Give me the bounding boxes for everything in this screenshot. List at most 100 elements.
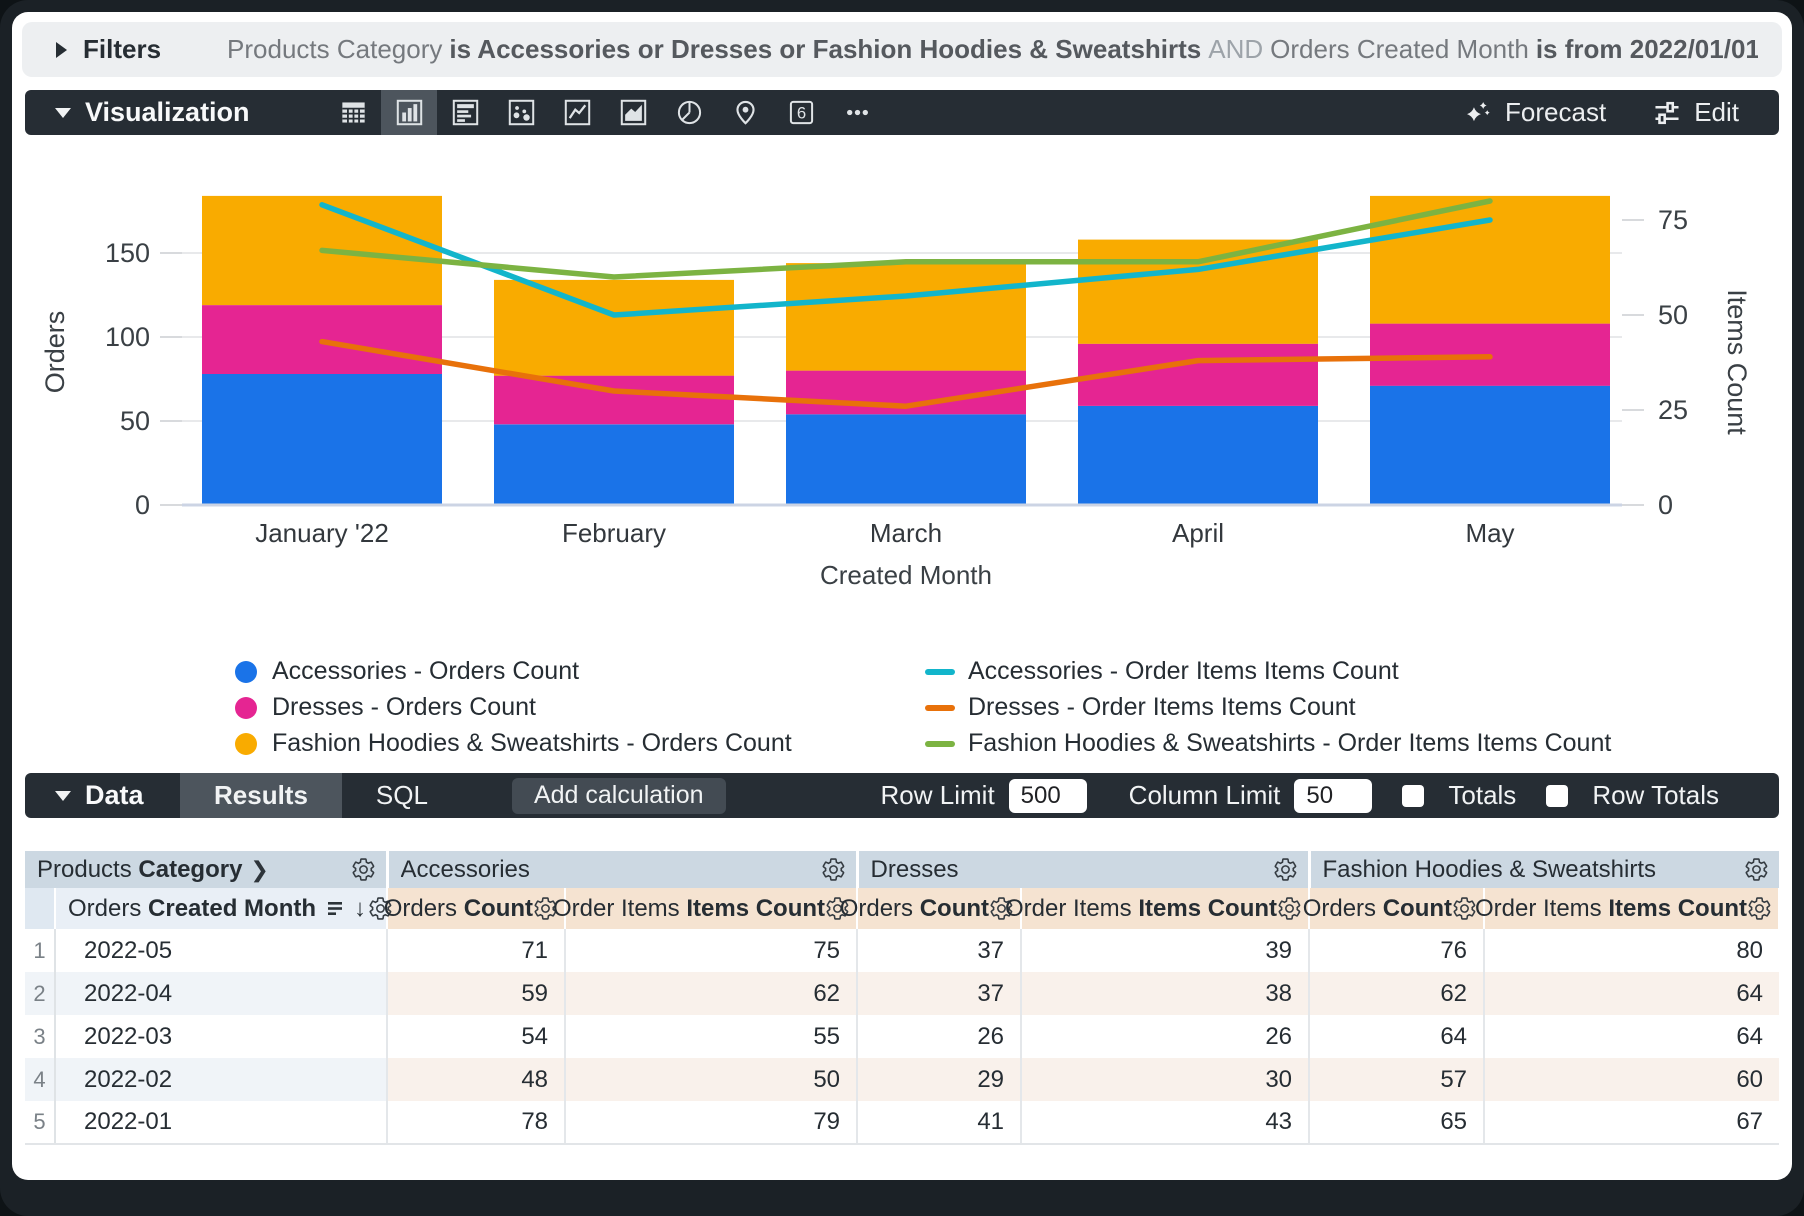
bar-segment[interactable] bbox=[1078, 405, 1318, 505]
cell-value[interactable]: 55 bbox=[565, 1015, 859, 1058]
cell-value[interactable]: 29 bbox=[857, 1058, 1023, 1101]
bar-segment[interactable] bbox=[494, 424, 734, 505]
cell-month[interactable]: 2022-05 bbox=[55, 929, 389, 972]
cell-value[interactable]: 65 bbox=[1309, 1101, 1486, 1145]
viz-slot-bar-chart-icon[interactable] bbox=[437, 90, 493, 135]
cell-value[interactable]: 39 bbox=[1021, 929, 1311, 972]
cell-month[interactable]: 2022-03 bbox=[55, 1015, 389, 1058]
stacked-bars[interactable] bbox=[202, 195, 1610, 505]
gear-icon[interactable] bbox=[825, 896, 850, 921]
column-header-measure[interactable]: Orders Count bbox=[840, 888, 1023, 929]
gear-icon[interactable] bbox=[1277, 896, 1302, 921]
group-header[interactable]: Fashion Hoodies & Sweatshirts bbox=[1309, 851, 1780, 888]
sort-desc-icon[interactable]: ↓ bbox=[354, 894, 367, 922]
viz-slot-pie-chart-icon[interactable] bbox=[661, 90, 717, 135]
line-series[interactable] bbox=[319, 338, 1493, 409]
group-header[interactable]: Dresses bbox=[857, 851, 1311, 888]
cell-value[interactable]: 59 bbox=[387, 972, 567, 1015]
row-limit-input[interactable] bbox=[1008, 778, 1087, 813]
bar-segment[interactable] bbox=[494, 279, 734, 376]
forecast-button[interactable]: Forecast bbox=[1463, 97, 1606, 128]
cell-value[interactable]: 62 bbox=[1309, 972, 1486, 1015]
row-totals-checkbox[interactable] bbox=[1546, 784, 1569, 807]
cell-value[interactable]: 26 bbox=[1021, 1015, 1311, 1058]
cell-month[interactable]: 2022-04 bbox=[55, 972, 389, 1015]
viz-slot-line-chart-icon[interactable] bbox=[549, 90, 605, 135]
cell-value[interactable]: 80 bbox=[1736, 936, 1764, 964]
viz-slot-column-chart-icon[interactable] bbox=[381, 90, 437, 135]
cell-month[interactable]: 2022-01 bbox=[55, 1101, 389, 1145]
cell-value[interactable]: 76 bbox=[1309, 929, 1486, 972]
cell-value[interactable]: 26 bbox=[857, 1015, 1023, 1058]
cell-value[interactable]: 57 bbox=[1309, 1058, 1486, 1101]
cell-value[interactable]: 43 bbox=[1021, 1101, 1311, 1145]
viz-slot-map-icon[interactable] bbox=[717, 90, 773, 135]
tab-sql[interactable]: SQL bbox=[375, 780, 428, 810]
cell-value[interactable]: 64 bbox=[1736, 1022, 1764, 1050]
legend-item[interactable]: Dresses - Orders Count bbox=[235, 691, 925, 724]
bar-segment[interactable] bbox=[786, 414, 1026, 505]
data-collapse[interactable]: Data bbox=[25, 780, 180, 811]
cell-value[interactable]: 48 bbox=[387, 1058, 567, 1101]
legend-item[interactable]: Accessories - Orders Count bbox=[235, 655, 925, 688]
bar-segment[interactable] bbox=[786, 263, 1026, 371]
cell-value[interactable]: 71 bbox=[387, 929, 567, 972]
cell-value[interactable]: 79 bbox=[565, 1101, 859, 1145]
cell-value[interactable]: 41 bbox=[857, 1101, 1023, 1145]
cell-value[interactable]: 37 bbox=[857, 972, 1023, 1015]
visualization-collapse[interactable]: Visualization bbox=[25, 97, 325, 128]
chart-canvas[interactable]: 0 50 100 150 0 25 50 75 Orders Items Count January… bbox=[12, 140, 1792, 640]
tab-results[interactable]: Results bbox=[180, 773, 342, 818]
cell-value[interactable]: 30 bbox=[1021, 1058, 1311, 1101]
gear-icon[interactable] bbox=[351, 857, 376, 882]
cell-value[interactable]: 38 bbox=[1021, 972, 1311, 1015]
line-series[interactable] bbox=[319, 198, 1493, 280]
gear-icon[interactable] bbox=[1744, 857, 1769, 882]
legend-item[interactable]: Dresses - Order Items Items Count bbox=[925, 691, 1611, 724]
cell-value[interactable]: 50 bbox=[565, 1058, 859, 1101]
viz-slot-single-value-icon[interactable]: 6 bbox=[773, 90, 829, 135]
chevron-down-icon[interactable] bbox=[55, 107, 71, 118]
combo-chart[interactable]: 0 50 100 150 0 25 50 75 Orders Items Count January… bbox=[12, 140, 1792, 645]
gear-icon[interactable] bbox=[1273, 857, 1298, 882]
bar-segment[interactable] bbox=[1370, 385, 1610, 505]
cell-value[interactable]: 37 bbox=[857, 929, 1023, 972]
cell-value[interactable]: 67 bbox=[1484, 1101, 1780, 1145]
viz-slot-area-chart-icon[interactable] bbox=[605, 90, 661, 135]
viz-slot-scatter-icon[interactable] bbox=[493, 90, 549, 135]
line-series[interactable] bbox=[319, 202, 1493, 318]
gear-icon[interactable] bbox=[533, 896, 558, 921]
column-header-measure[interactable]: Orders Count bbox=[384, 888, 567, 929]
cell-value[interactable]: 60 bbox=[1484, 1058, 1780, 1101]
bar-segment[interactable] bbox=[494, 375, 734, 425]
legend-item[interactable]: Fashion Hoodies & Sweatshirts - Order It… bbox=[925, 727, 1611, 760]
group-products-category[interactable]: Products Category ❯ bbox=[25, 851, 389, 888]
edit-button[interactable]: Edit bbox=[1652, 97, 1739, 128]
filters-expand-icon[interactable] bbox=[56, 41, 67, 58]
gear-icon[interactable] bbox=[821, 857, 846, 882]
cell-value[interactable]: 54 bbox=[387, 1015, 567, 1058]
viz-slot-more-icon[interactable] bbox=[829, 90, 885, 135]
cell-month[interactable]: 2022-02 bbox=[55, 1058, 389, 1101]
legend-item[interactable]: Accessories - Order Items Items Count bbox=[925, 655, 1611, 688]
cell-value[interactable]: 78 bbox=[387, 1101, 567, 1145]
gear-icon[interactable] bbox=[989, 896, 1014, 921]
cell-value[interactable]: 75 bbox=[565, 929, 859, 972]
subtotal-sort-icon[interactable] bbox=[326, 901, 346, 917]
column-header-measure[interactable]: Orders Count bbox=[1303, 888, 1486, 929]
gear-icon[interactable] bbox=[1452, 896, 1477, 921]
totals-checkbox[interactable] bbox=[1402, 784, 1425, 807]
filters-bar[interactable]: Filters Products Category is Accessories … bbox=[22, 22, 1782, 77]
bar-segment[interactable] bbox=[1370, 195, 1610, 324]
cell-value[interactable]: 62 bbox=[565, 972, 859, 1015]
add-calculation-button[interactable]: Add calculation bbox=[511, 777, 726, 814]
column-header-orders-created-month[interactable]: Orders Created Month ↓ bbox=[55, 888, 392, 929]
chevron-down-icon[interactable] bbox=[55, 790, 71, 801]
column-header-measure[interactable]: Order Items Items Count bbox=[1005, 888, 1311, 929]
viz-slot-table-icon[interactable] bbox=[325, 90, 381, 135]
cell-value[interactable]: 64 bbox=[1309, 1015, 1486, 1058]
chevron-right-icon[interactable]: ❯ bbox=[250, 856, 269, 882]
bar-segment[interactable] bbox=[202, 374, 442, 505]
column-header-measure[interactable]: Order Items Items Count bbox=[553, 888, 859, 929]
column-header-measure[interactable]: Order Items Items Count bbox=[1475, 888, 1781, 929]
